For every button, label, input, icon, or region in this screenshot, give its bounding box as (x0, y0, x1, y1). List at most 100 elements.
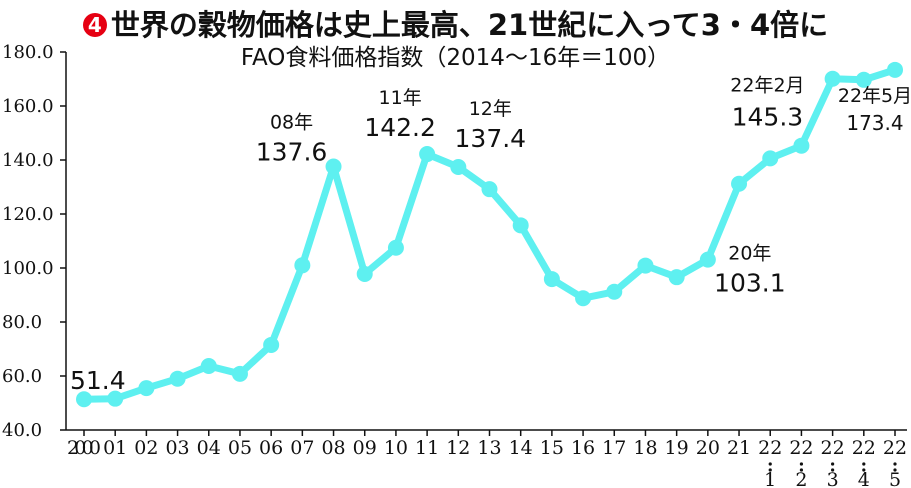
x-tick-label: 06 (259, 437, 283, 459)
data-point (543, 271, 560, 288)
data-point (824, 70, 841, 87)
x-tick-label: 02 (134, 437, 158, 459)
x-tick-label: 19 (665, 437, 689, 459)
x-tick-label: 10 (384, 437, 408, 459)
data-point (855, 71, 872, 88)
x-tick-label: 07 (290, 437, 314, 459)
data-point (731, 175, 748, 192)
x-tick-label: 22 (789, 437, 813, 459)
x-tick-label: 21 (727, 437, 751, 459)
annotation-value-label: 137.6 (256, 137, 328, 166)
data-point (107, 390, 124, 407)
x-tick-month-label: 5 (889, 469, 901, 488)
data-point (76, 391, 92, 408)
chart-subtitle: FAO食料価格指数（2014〜16年＝100） (240, 45, 671, 71)
data-point (699, 251, 716, 268)
annotation-value-label: 173.4 (846, 111, 903, 135)
data-point (200, 358, 217, 375)
data-point (668, 269, 685, 286)
y-tick-label: 140.0 (2, 150, 54, 171)
data-point (762, 150, 779, 167)
annotation-year-label: 20年 (728, 243, 771, 265)
data-point (263, 336, 280, 353)
chart-title: 4 世界の穀物価格は史上最高、21世紀に入って3・4倍に (0, 2, 911, 44)
x-axis-ticks: 2000 01 02 03 04 05 06 07 08 09 10 11 12 13 14 15 16 17 18… (67, 430, 907, 488)
data-point (575, 290, 592, 307)
x-tick-month-label: 4 (858, 469, 870, 488)
data-point (325, 158, 342, 175)
x-tick-label: 16 (571, 437, 595, 459)
x-tick-dot (768, 462, 772, 466)
series (76, 61, 903, 408)
annotation-value-label: 145.3 (732, 103, 804, 132)
annotation-year-label: 12年 (469, 98, 512, 120)
x-tick-label: 22 (758, 437, 782, 459)
x-tick-month-label: 3 (827, 469, 839, 488)
x-tick-dot (893, 468, 897, 472)
data-point (138, 380, 155, 397)
x-tick-dot (831, 468, 835, 472)
data-point (294, 257, 311, 274)
y-tick-label: 120.0 (2, 204, 54, 225)
x-tick-month-label: 1 (764, 469, 776, 488)
x-tick-dot (862, 462, 866, 466)
data-point (887, 61, 903, 78)
x-tick-label: 2000 (67, 437, 101, 459)
data-point (419, 146, 436, 163)
x-tick-label: 22 (883, 437, 907, 459)
x-tick-label: 18 (633, 437, 657, 459)
x-tick-dot (831, 462, 835, 466)
annotation-value-label: 137.4 (455, 124, 527, 153)
data-point (169, 370, 186, 387)
annotation-value-label: 103.1 (714, 269, 786, 298)
annotation-year-label: 22年5月 (838, 85, 911, 107)
x-tick-label: 22 (852, 437, 876, 459)
x-tick-label: 13 (477, 437, 501, 459)
number-badge: 4 (82, 13, 107, 37)
x-tick-label: 14 (509, 437, 533, 459)
annotation-year-label: 22年2月 (730, 75, 804, 97)
x-tick-label: 17 (602, 437, 626, 459)
x-tick-label: 20 (696, 437, 720, 459)
y-tick-label: 180.0 (2, 42, 54, 63)
data-point (481, 181, 498, 198)
y-tick-label: 80.0 (2, 312, 42, 333)
x-tick-label: 05 (228, 437, 252, 459)
data-point (512, 217, 529, 234)
y-axis-ticks: 40.0 60.0 80.0 100.0 120.0 140.0 160.0 180.0 (2, 42, 66, 441)
x-tick-label: 12 (446, 437, 470, 459)
y-tick-label: 160.0 (2, 96, 54, 117)
x-tick-month-label: 2 (795, 469, 807, 488)
x-tick-dot (862, 468, 866, 472)
x-tick-label: 08 (321, 437, 345, 459)
data-point (450, 159, 467, 176)
annotation-value-label: 142.2 (364, 113, 436, 142)
title-text: 世界の穀物価格は史上最高、21世紀に入って3・4倍に (110, 8, 829, 42)
y-tick-label: 40.0 (2, 420, 42, 441)
x-tick-label: 15 (540, 437, 564, 459)
x-tick-label: 03 (165, 437, 189, 459)
data-point (356, 265, 373, 282)
y-tick-label: 100.0 (2, 258, 54, 279)
annotation-year-label: 08年 (270, 111, 313, 133)
x-tick-label: 11 (415, 437, 439, 459)
annotation-year-label: 11年 (379, 87, 422, 109)
x-tick-dot (799, 462, 804, 466)
x-tick-dot (768, 468, 772, 472)
annotation-value-label: 51.4 (70, 366, 126, 395)
x-tick-dot (893, 462, 897, 466)
data-point (606, 283, 623, 300)
annotations: 51.4 08年 137.6 11年 142.2 12年 137.4 20年 103.1 22年2… (70, 75, 911, 396)
x-tick-label: 22 (821, 437, 845, 459)
y-tick-label: 60.0 (2, 366, 42, 387)
x-tick-label: 01 (103, 437, 127, 459)
axes (65, 52, 907, 431)
x-tick-dot (799, 468, 804, 472)
x-tick-label: 09 (353, 437, 377, 459)
data-point (793, 137, 810, 154)
data-point (637, 257, 654, 274)
data-point (231, 365, 248, 382)
data-point (387, 239, 404, 256)
x-tick-label: 04 (197, 437, 221, 459)
